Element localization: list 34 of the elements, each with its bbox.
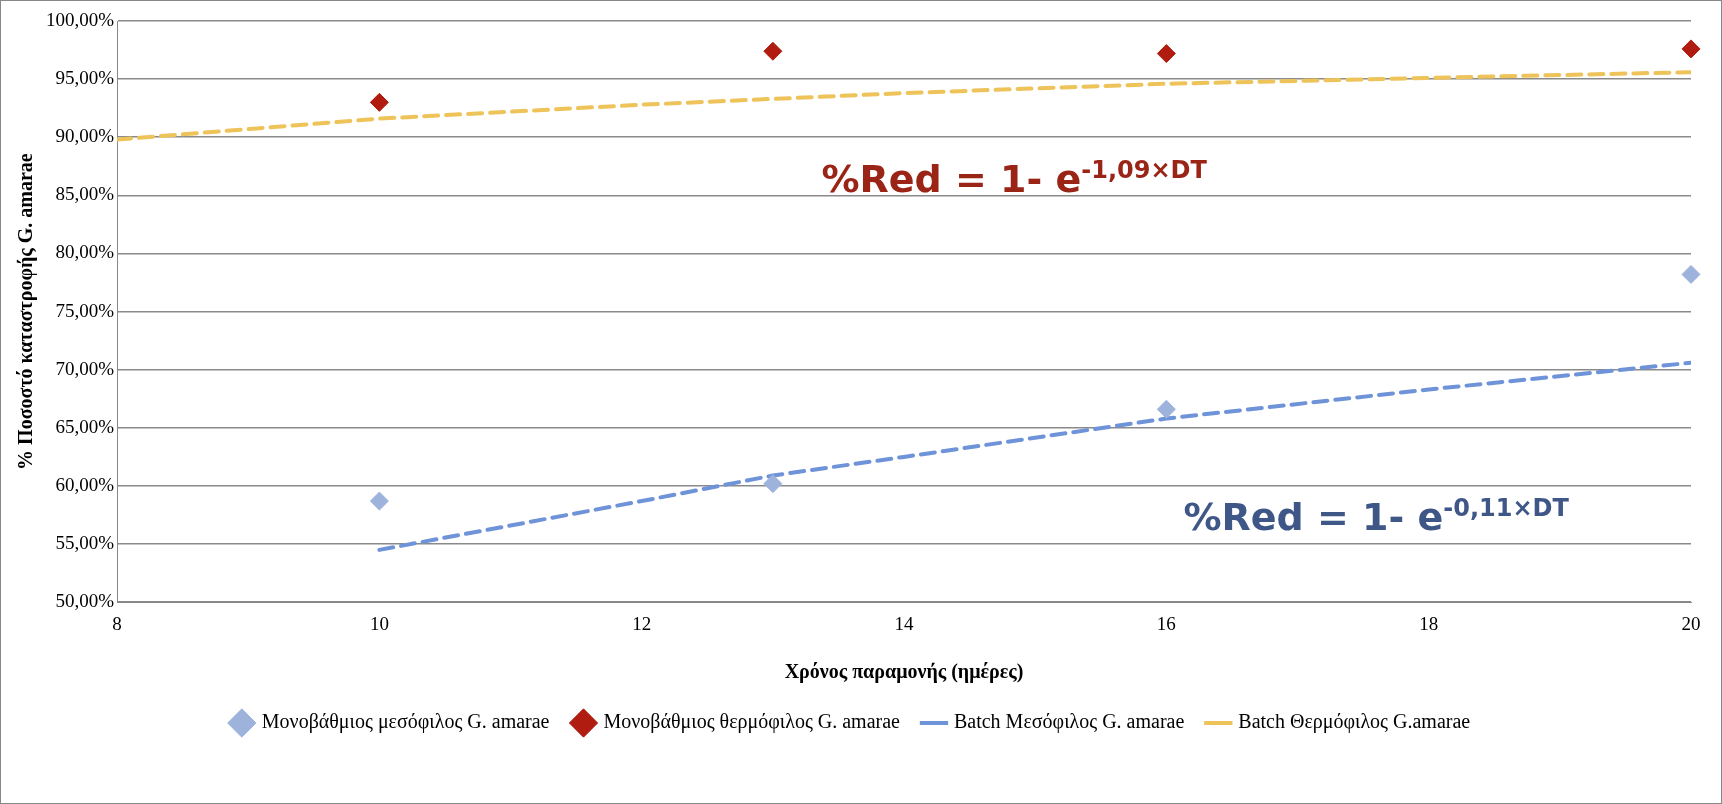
x-tick-label: 12 [632,612,652,634]
x-tick-label: 14 [894,612,915,634]
x-tick-label: 20 [1681,612,1701,634]
legend-label: Μονοβάθμιος μεσόφιλος G. amarae [261,710,550,734]
y-tick-label: 55,00% [55,532,115,554]
x-tick-label: 8 [112,612,122,634]
y-tick-label: 100,00% [46,8,115,30]
point [369,491,389,511]
point [763,41,783,61]
y-tick-label: 75,00% [55,299,115,321]
y-tick-label: 85,00% [55,183,115,205]
line-series [377,360,1691,552]
x-tick-label: 16 [1156,612,1176,634]
x-tick-label: 10 [369,612,389,634]
line-series [117,70,1691,142]
legend-label: Batch Θερμόφιλος G.amarae [1238,710,1471,734]
y-tick-label: 80,00% [55,241,115,263]
point [763,474,783,494]
point [1156,44,1176,64]
y-tick-label: 70,00% [55,357,115,379]
y-tick-label: 90,00% [55,125,115,147]
point [369,92,389,112]
point [1156,399,1176,419]
point [1681,39,1701,59]
legend-label: Batch Μεσόφιλος G. amarae [953,710,1185,734]
y-axis-title: % Ποσοστό καταστροφής G. amarae [14,153,38,470]
legend-label: Μονοβάθμιος θερμόφιλος G. amarae [603,710,901,734]
y-tick-label: 50,00% [55,590,115,612]
point [1681,264,1701,284]
x-tick-label: 18 [1419,612,1439,634]
x-axis-title: Χρόνος παραμονής (ημέρες) [784,660,1024,684]
y-tick-label: 65,00% [55,415,115,437]
y-tick-label: 95,00% [55,67,115,89]
y-tick-label: 60,00% [55,473,115,495]
